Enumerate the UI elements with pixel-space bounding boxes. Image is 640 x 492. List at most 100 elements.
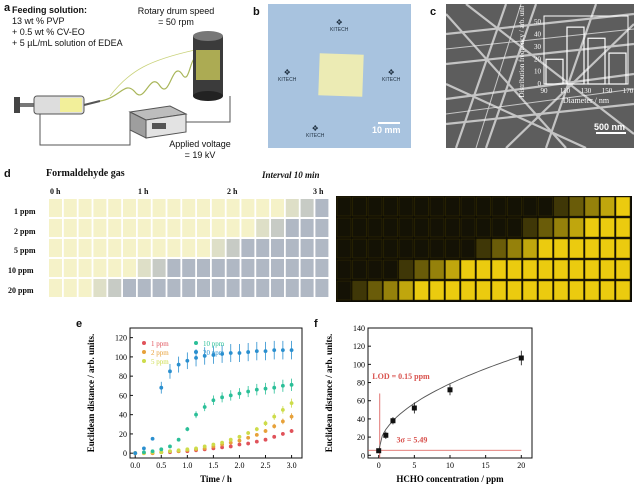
data-point bbox=[263, 386, 268, 391]
heatmap-cell bbox=[367, 238, 383, 259]
color-swatch bbox=[182, 259, 196, 277]
scale-bar bbox=[596, 132, 626, 134]
y-tick-label: 40 bbox=[357, 415, 365, 424]
heatmap-cell bbox=[538, 196, 553, 217]
inset-x-axis-label: Diameter / nm bbox=[563, 96, 610, 105]
color-swatch bbox=[241, 239, 255, 257]
color-swatch bbox=[137, 259, 151, 277]
data-point bbox=[211, 353, 216, 357]
heatmap-cell bbox=[476, 196, 491, 217]
heatmap-cell bbox=[414, 259, 429, 280]
feeding-line-2: + 0.5 wt % CV-EO bbox=[12, 27, 85, 37]
data-point bbox=[272, 414, 277, 419]
heatmap-cell bbox=[600, 280, 615, 301]
heatmap-cell bbox=[615, 238, 631, 259]
heatmap-cell bbox=[491, 238, 507, 259]
heatmap-cell bbox=[398, 259, 414, 280]
data-point bbox=[289, 348, 294, 353]
heatmap-cell bbox=[336, 280, 352, 301]
heatmap-grid bbox=[336, 196, 632, 302]
x-tick-label: 3.0 bbox=[287, 461, 297, 470]
data-point bbox=[220, 440, 224, 445]
color-swatch bbox=[108, 219, 122, 237]
color-swatch bbox=[78, 259, 92, 277]
data-point bbox=[228, 444, 233, 449]
heatmap-cell bbox=[367, 259, 383, 280]
inset-x-tick-label: 170 bbox=[623, 87, 634, 95]
data-point bbox=[194, 355, 198, 360]
color-swatch bbox=[285, 279, 299, 297]
color-swatch bbox=[123, 259, 136, 277]
y-tick-label: 140 bbox=[353, 324, 365, 333]
color-swatch bbox=[152, 259, 166, 277]
data-point bbox=[220, 395, 224, 400]
color-swatch bbox=[78, 219, 92, 237]
heatmap-cell bbox=[538, 259, 553, 280]
y-tick-label: 80 bbox=[357, 379, 365, 388]
legend-label: 1 ppm bbox=[151, 340, 169, 348]
heatmap-cell bbox=[615, 217, 631, 238]
color-swatch bbox=[167, 239, 181, 257]
color-swatch bbox=[211, 279, 225, 297]
rotary-drum-icon bbox=[193, 31, 223, 101]
color-swatch bbox=[152, 199, 166, 217]
row-label: 1 ppm bbox=[14, 207, 36, 216]
heatmap-cell bbox=[584, 196, 600, 217]
sensor-photo: ❖ KITECH ❖ KITECH ❖ KITECH ❖ KITECH 10 mm bbox=[268, 4, 411, 148]
color-swatch bbox=[256, 199, 270, 217]
data-point bbox=[272, 385, 277, 390]
color-swatch bbox=[49, 279, 62, 297]
color-swatch bbox=[182, 199, 196, 217]
color-swatch bbox=[152, 279, 166, 297]
heatmap-cell bbox=[367, 280, 383, 301]
data-point bbox=[289, 414, 294, 419]
x-tick-label: 5 bbox=[412, 461, 416, 470]
heatmap-cell bbox=[553, 280, 569, 301]
heatmap-cell bbox=[507, 196, 522, 217]
color-swatch bbox=[167, 219, 181, 237]
color-swatch bbox=[315, 239, 329, 257]
data-point bbox=[246, 435, 251, 440]
interval-label: Interval 10 min bbox=[262, 170, 320, 180]
data-point bbox=[159, 447, 164, 452]
heatmap-cell bbox=[491, 196, 507, 217]
data-point bbox=[168, 449, 172, 454]
y-tick-label: 20 bbox=[357, 433, 365, 442]
heatmap-cell bbox=[491, 217, 507, 238]
color-swatch bbox=[197, 279, 210, 297]
data-point bbox=[280, 348, 285, 353]
color-swatch bbox=[256, 279, 270, 297]
heatmap-cell bbox=[352, 217, 367, 238]
data-point bbox=[246, 431, 251, 435]
x-tick-label: 0.5 bbox=[156, 461, 166, 470]
color-swatch bbox=[137, 279, 151, 297]
inset-y-axis-label: Distribution frequency / arb. units bbox=[518, 6, 526, 98]
heatmap-cell bbox=[569, 217, 584, 238]
data-point bbox=[254, 439, 259, 444]
heatmap-cell bbox=[414, 196, 429, 217]
panel-e-letter: e bbox=[76, 318, 83, 330]
x-axis-label: HCHO concentration / ppm bbox=[396, 474, 504, 484]
inset-x-tick-label: 90 bbox=[541, 87, 549, 95]
heatmap-cell bbox=[584, 238, 600, 259]
heatmap-cell bbox=[383, 238, 398, 259]
color-swatch bbox=[63, 239, 77, 257]
scale-label: 500 nm bbox=[594, 122, 626, 132]
legend-marker bbox=[142, 359, 146, 363]
data-point bbox=[246, 350, 251, 354]
heatmap-cell bbox=[352, 238, 367, 259]
data-point bbox=[228, 440, 233, 445]
color-swatch bbox=[315, 279, 329, 297]
inset-y-tick-label: 50 bbox=[534, 18, 542, 26]
color-swatch bbox=[197, 219, 210, 237]
data-point bbox=[168, 444, 172, 449]
drum-value: = 50 rpm bbox=[158, 17, 194, 27]
voltage-label: Applied voltage bbox=[169, 139, 231, 149]
heatmap-cell bbox=[553, 238, 569, 259]
color-swatch bbox=[271, 199, 284, 217]
heatmap-cell bbox=[429, 238, 445, 259]
voltage-text: Applied voltage = 19 kV bbox=[160, 139, 240, 161]
data-point bbox=[185, 447, 190, 452]
x-tick-label: 1.5 bbox=[208, 461, 218, 470]
heatmap-cell bbox=[522, 217, 538, 238]
